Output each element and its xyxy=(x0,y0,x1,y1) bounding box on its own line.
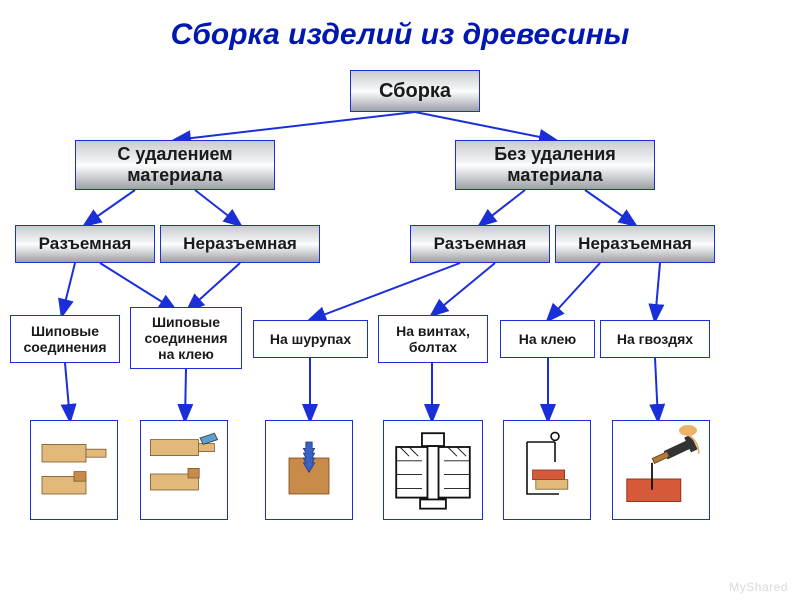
illustration-hammer-nail xyxy=(612,420,710,520)
node-leaf4: На винтах,болтах xyxy=(378,315,488,363)
node-leaf2: Шиповыесоединенияна клею xyxy=(130,307,242,369)
node-leaf5: На клею xyxy=(500,320,595,358)
node-leaf1: Шиповыесоединения xyxy=(10,315,120,363)
illustration-glued-tenon xyxy=(140,420,228,520)
node-left1: С удалениемматериала xyxy=(75,140,275,190)
watermark: MyShared xyxy=(729,580,788,594)
node-l_raz: Разъемная xyxy=(15,225,155,263)
node-leaf6: На гвоздях xyxy=(600,320,710,358)
illustration-screw xyxy=(265,420,353,520)
node-r_raz: Разъемная xyxy=(410,225,550,263)
node-right1: Без удаленияматериала xyxy=(455,140,655,190)
node-root: Сборка xyxy=(350,70,480,112)
illustration-clamp xyxy=(503,420,591,520)
node-leaf3: На шурупах xyxy=(253,320,368,358)
illustration-tenon-joint xyxy=(30,420,118,520)
node-l_ner: Неразъемная xyxy=(160,225,320,263)
node-r_ner: Неразъемная xyxy=(555,225,715,263)
illustration-bolt-section xyxy=(383,420,483,520)
page-title: Сборка изделий из древесины xyxy=(0,0,800,52)
